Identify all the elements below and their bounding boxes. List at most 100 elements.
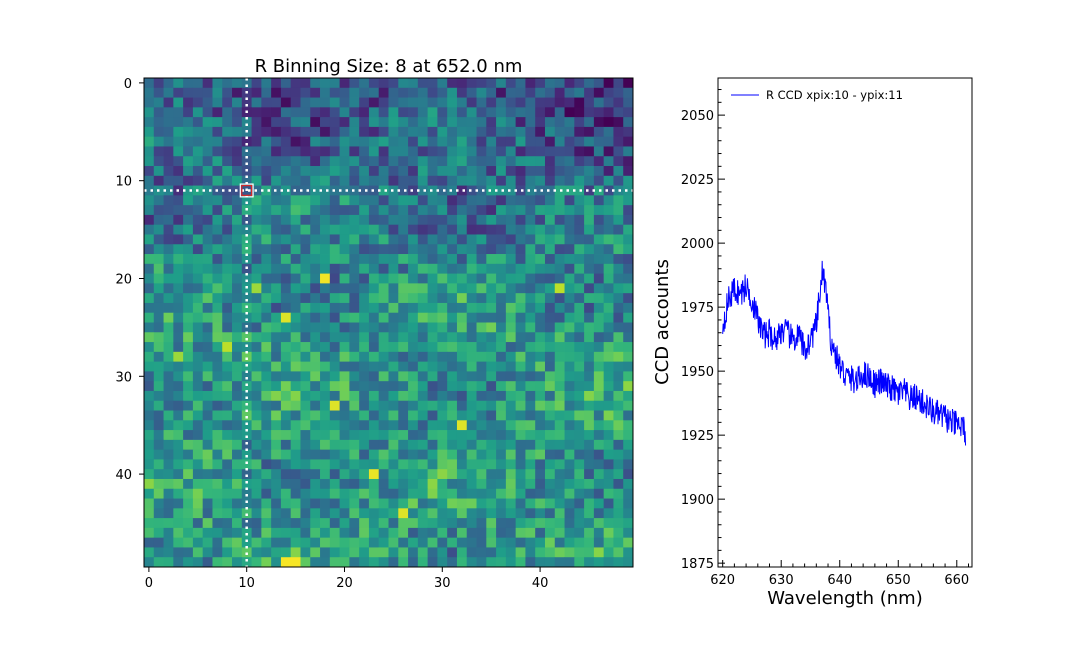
heatmap-cell xyxy=(163,97,174,108)
heatmap-cell xyxy=(349,469,360,480)
spectrum-line xyxy=(722,260,967,446)
heatmap-cell xyxy=(417,332,429,343)
heatmap-cell xyxy=(290,449,301,460)
heatmap-cell xyxy=(310,322,321,333)
heatmap-cell xyxy=(417,166,429,177)
heatmap-cell xyxy=(300,410,311,421)
heatmap-cell xyxy=(564,214,575,226)
heatmap-cell xyxy=(466,117,477,128)
heatmap-cell xyxy=(525,78,536,89)
heatmap-cell xyxy=(173,312,184,323)
heatmap-cell xyxy=(290,254,301,265)
heatmap-cell xyxy=(447,146,458,157)
heatmap-cell xyxy=(271,87,282,98)
heatmap-cell xyxy=(584,498,595,509)
heatmap-cell xyxy=(251,430,262,441)
heatmap-cell xyxy=(183,508,194,519)
heatmap-cell xyxy=(241,459,252,470)
heatmap-cell xyxy=(584,459,595,470)
heatmap-cell xyxy=(486,381,497,392)
heatmap-cell xyxy=(554,293,565,304)
heatmap-cell xyxy=(535,273,546,284)
heatmap-cell xyxy=(466,351,477,363)
heatmap-cell xyxy=(349,547,360,558)
heatmap-cell xyxy=(408,518,419,529)
heatmap-cell xyxy=(173,117,184,128)
heatmap-cell xyxy=(251,518,262,529)
heatmap-cell xyxy=(466,107,477,118)
heatmap-cell xyxy=(163,449,174,460)
heatmap-cell xyxy=(192,508,204,519)
heatmap-cell xyxy=(202,361,213,372)
heatmap-cell xyxy=(349,518,360,529)
heatmap-cell xyxy=(525,136,536,147)
heatmap-panel: R Binning Size: 8 at 652.0 nm 0 10 20 30 40 … xyxy=(115,56,634,591)
heatmap-cell xyxy=(388,322,399,333)
heatmap-cell xyxy=(232,498,243,509)
heatmap-cell xyxy=(290,107,301,118)
heatmap-cell xyxy=(144,224,155,235)
heatmap-cell xyxy=(564,156,575,167)
heatmap-cell xyxy=(427,371,438,382)
heatmap-cell xyxy=(163,381,174,392)
heatmap-cell xyxy=(271,205,282,216)
heatmap-cell xyxy=(593,214,605,226)
heatmap-cell xyxy=(290,283,301,294)
heatmap-cell xyxy=(183,234,194,245)
heatmap-cell xyxy=(466,146,477,157)
heatmap-cell xyxy=(544,263,556,274)
heatmap-cell xyxy=(535,175,546,186)
heatmap-cell xyxy=(173,420,184,431)
heatmap-cell xyxy=(163,126,174,138)
heatmap-cell xyxy=(408,332,419,343)
heatmap-cell xyxy=(329,78,340,89)
heatmap-cell xyxy=(417,273,429,284)
heatmap-cell xyxy=(212,205,223,216)
heatmap-cell xyxy=(437,547,448,558)
heatmap-cell xyxy=(183,400,194,411)
heatmap-cell xyxy=(398,214,409,226)
heatmap-cell xyxy=(271,136,282,147)
heatmap-cell xyxy=(280,449,292,460)
heatmap-cell xyxy=(339,459,350,470)
heatmap-cell xyxy=(623,156,634,167)
heatmap-cell xyxy=(417,371,429,382)
heatmap-cell xyxy=(437,205,448,216)
heatmap-cell xyxy=(368,342,380,353)
heatmap-cell xyxy=(378,195,389,206)
heatmap-cell xyxy=(584,156,595,167)
heatmap-cell xyxy=(544,478,556,490)
heatmap-cell xyxy=(486,244,497,255)
heatmap-cell xyxy=(280,498,292,509)
heatmap-cell xyxy=(623,126,634,138)
heatmap-cell xyxy=(280,107,292,118)
heatmap-cell xyxy=(535,234,546,245)
heatmap-cell xyxy=(271,430,282,441)
heatmap-cell xyxy=(241,361,252,372)
heatmap-cell xyxy=(368,390,380,402)
heatmap-cell xyxy=(251,547,262,558)
heatmap-cell xyxy=(437,478,448,490)
heatmap-cell xyxy=(280,195,292,206)
heatmap-cell xyxy=(593,557,605,568)
heatmap-cell xyxy=(261,185,272,196)
heatmap-cell xyxy=(271,518,282,529)
heatmap-cell xyxy=(427,273,438,284)
heatmap-cell xyxy=(515,136,526,147)
heatmap-cell xyxy=(554,224,565,235)
heatmap-cell xyxy=(496,371,507,382)
heatmap-cell xyxy=(544,449,556,460)
heatmap-cell xyxy=(623,361,634,372)
heatmap-cell xyxy=(290,244,301,255)
heatmap-cell xyxy=(535,469,546,480)
heatmap-cell xyxy=(427,107,438,118)
heatmap-cell xyxy=(202,293,213,304)
heatmap-cell xyxy=(241,381,252,392)
heatmap-cell xyxy=(525,234,536,245)
heatmap-cell xyxy=(593,469,605,480)
heatmap-cell xyxy=(144,302,155,314)
heatmap-cell xyxy=(280,557,292,568)
heatmap-cell xyxy=(466,293,477,304)
heatmap-cell xyxy=(623,449,634,460)
heatmap-cell xyxy=(359,312,370,323)
